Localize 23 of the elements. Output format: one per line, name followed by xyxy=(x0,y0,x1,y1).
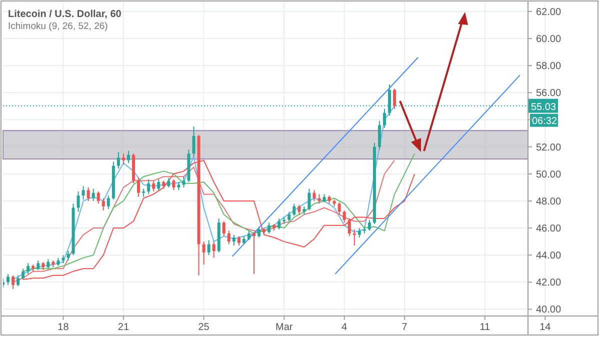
y-tick-label: 46.00 xyxy=(536,224,562,235)
x-tick-label: Mar xyxy=(275,322,294,333)
y-tick-label: 62.00 xyxy=(536,6,562,18)
y-tick-label: 48.00 xyxy=(536,196,562,208)
y-tick-label: 56.00 xyxy=(536,88,562,100)
y-tick-label: 50.00 xyxy=(536,169,562,180)
x-tick-label: 25 xyxy=(198,322,210,333)
y-tick-label: 44.00 xyxy=(536,250,562,262)
x-tick-label: 4 xyxy=(342,322,348,333)
annotation: 06:32 xyxy=(532,116,558,127)
y-tick-label: 42.00 xyxy=(536,278,562,289)
text: Ichimoku (9, 26, 52, 26) xyxy=(8,21,108,32)
x-tick-label: 18 xyxy=(58,322,70,333)
ref-line-label: 55.03 xyxy=(531,102,556,113)
x-tick-label: 21 xyxy=(118,322,130,333)
y-tick-label: 40.00 xyxy=(536,304,562,316)
x-tick-label: 11 xyxy=(480,322,491,333)
x-tick-label: 14 xyxy=(540,322,552,333)
y-tick-label: 60.00 xyxy=(536,34,562,46)
x-tick-label: 7 xyxy=(402,322,408,333)
y-tick-label: 58.00 xyxy=(536,61,562,72)
text: Litecoin / U.S. Dollar, 60 xyxy=(8,9,122,20)
y-tick-label: 52.00 xyxy=(536,142,562,154)
